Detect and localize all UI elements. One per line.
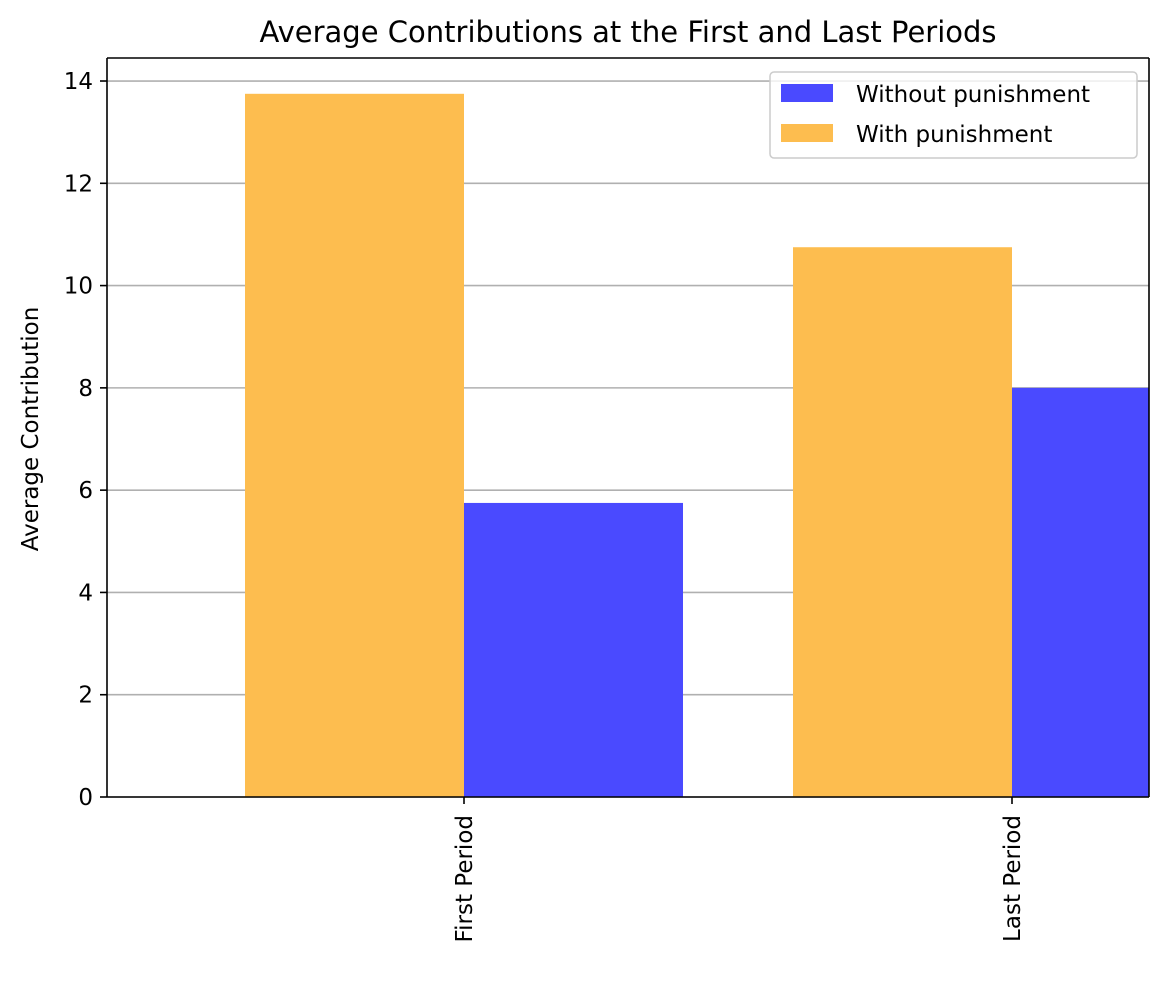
y-tick-label: 8	[78, 376, 93, 402]
x-tick-label: Last Period	[1000, 815, 1026, 942]
y-tick-label: 6	[78, 478, 93, 504]
bars	[245, 93, 1149, 797]
bar-with-punishment-first-period	[245, 93, 464, 797]
y-tick-label: 10	[64, 274, 93, 300]
bar-without-punishment-last-period	[1012, 387, 1149, 797]
y-tick-label: 0	[78, 785, 93, 811]
x-axis-ticks: First Period Last Period	[452, 797, 1026, 942]
x-tick-label: First Period	[452, 815, 478, 942]
legend-swatch-without-punishment	[781, 84, 833, 102]
bar-with-punishment-last-period	[793, 247, 1012, 797]
bar-without-punishment-first-period	[464, 502, 683, 797]
y-axis-label: Average Contribution	[18, 307, 44, 552]
y-tick-label: 2	[78, 683, 93, 709]
axes	[106, 57, 1150, 798]
y-tick-label: 4	[78, 580, 93, 606]
y-tick-label: 14	[64, 69, 93, 95]
y-axis-ticks: 0 2 4 6 8 10 12 14	[64, 69, 107, 811]
legend-label-without-punishment: Without punishment	[856, 82, 1090, 108]
chart-title: Average Contributions at the First and L…	[259, 15, 996, 49]
legend-label-with-punishment: With punishment	[856, 122, 1052, 148]
legend-frame	[769, 71, 1138, 159]
legend: Without punishment With punishment	[769, 71, 1138, 159]
legend-swatch-with-punishment	[781, 124, 833, 142]
y-tick-label: 12	[64, 171, 93, 197]
